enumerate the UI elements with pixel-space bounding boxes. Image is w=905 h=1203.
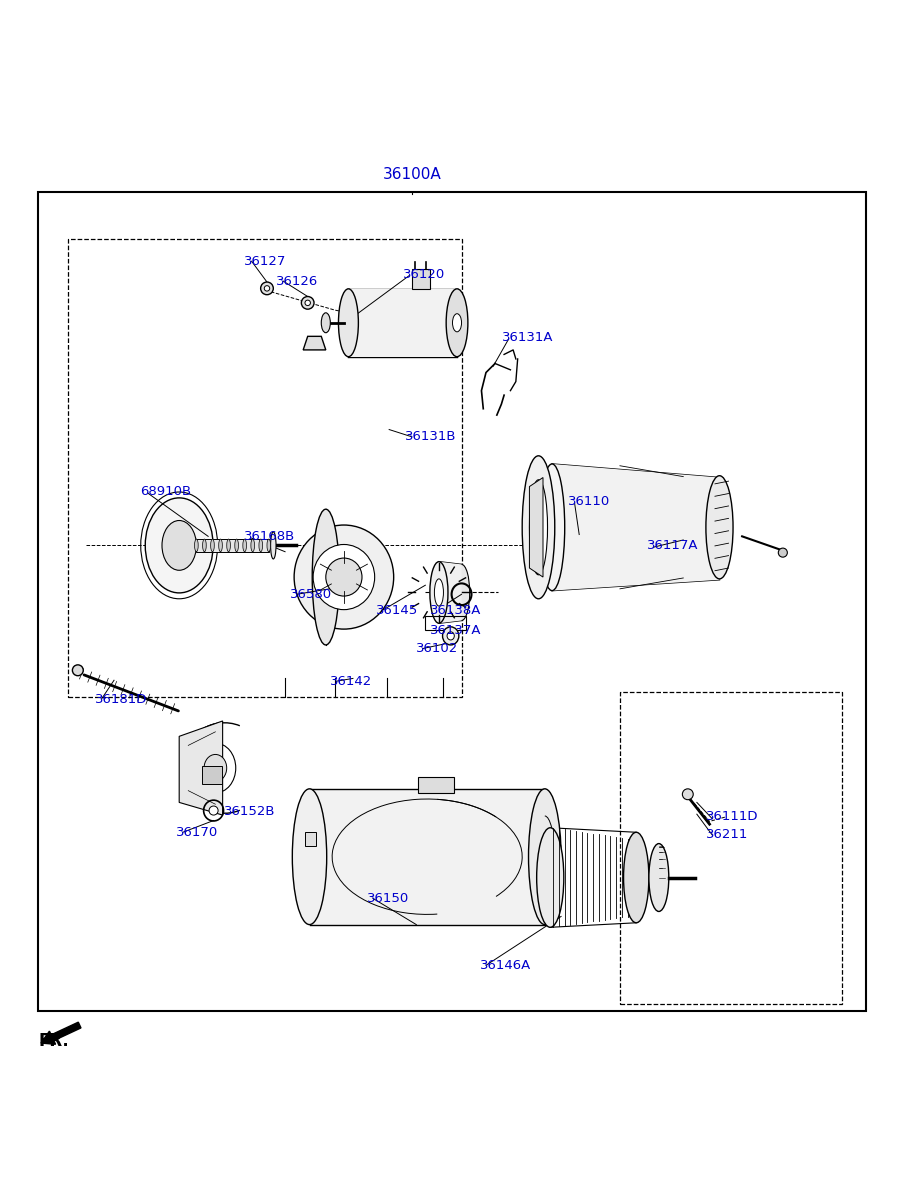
Ellipse shape [203,539,206,552]
Text: 36146A: 36146A [480,959,531,972]
Bar [305,832,316,846]
Ellipse shape [259,539,262,552]
Text: 36127: 36127 [244,255,287,268]
Ellipse shape [706,475,733,579]
Text: 36131A: 36131A [502,331,554,344]
Polygon shape [348,289,457,357]
Ellipse shape [181,723,268,813]
Polygon shape [552,464,719,591]
Ellipse shape [312,509,339,645]
Polygon shape [303,337,326,350]
Ellipse shape [539,464,565,591]
Text: 36131B: 36131B [405,431,457,443]
Text: 68910B: 68910B [140,485,191,498]
Ellipse shape [195,743,235,793]
Ellipse shape [305,300,310,306]
Ellipse shape [434,579,443,606]
Bar [223,721,277,816]
Text: 36138A: 36138A [430,604,481,617]
Ellipse shape [529,480,548,575]
Text: 36150: 36150 [367,891,409,905]
Text: 36117A: 36117A [647,539,699,552]
Ellipse shape [264,285,270,291]
Ellipse shape [267,539,271,552]
Text: 36145: 36145 [376,604,418,617]
Text: 36110: 36110 [568,496,611,509]
Ellipse shape [271,532,276,559]
Text: 36211: 36211 [706,829,748,841]
Ellipse shape [321,313,330,333]
Ellipse shape [301,296,314,309]
Ellipse shape [624,832,649,923]
Ellipse shape [447,632,454,640]
Text: 36170: 36170 [176,825,219,838]
Polygon shape [196,539,269,552]
Text: 36111D: 36111D [706,811,758,823]
Ellipse shape [195,539,198,552]
Ellipse shape [443,627,459,645]
Ellipse shape [529,789,561,925]
FancyArrow shape [41,1023,81,1044]
Ellipse shape [209,806,218,816]
Text: FR.: FR. [38,1032,69,1050]
Ellipse shape [145,498,214,593]
Ellipse shape [453,564,470,621]
Text: 36102: 36102 [416,642,459,656]
Text: 36126: 36126 [276,274,319,288]
Text: 36580: 36580 [290,588,332,600]
Ellipse shape [682,789,693,800]
Ellipse shape [430,562,448,623]
Ellipse shape [227,539,231,552]
Text: 36137A: 36137A [430,624,481,636]
Text: 36168B: 36168B [244,529,296,543]
Ellipse shape [162,521,196,570]
Bar [418,777,454,793]
Polygon shape [412,269,430,289]
Ellipse shape [292,789,327,925]
Bar [68,239,462,697]
Ellipse shape [446,289,468,357]
Ellipse shape [294,525,394,629]
Ellipse shape [313,545,375,610]
Text: 36100A: 36100A [383,166,441,182]
Ellipse shape [204,754,226,782]
Bar [620,692,842,1005]
Text: 36152B: 36152B [224,805,276,818]
Ellipse shape [234,539,238,552]
Ellipse shape [649,843,669,912]
Ellipse shape [537,828,564,928]
Text: 36120: 36120 [403,268,445,282]
Polygon shape [179,721,223,816]
Text: 36181D: 36181D [95,693,148,706]
Bar [425,616,466,630]
Ellipse shape [338,289,358,357]
Polygon shape [529,478,543,577]
Polygon shape [310,789,545,925]
Ellipse shape [778,549,787,557]
Ellipse shape [243,539,246,552]
Text: 36142: 36142 [330,675,373,688]
Ellipse shape [522,456,555,599]
Ellipse shape [219,539,223,552]
Ellipse shape [251,539,254,552]
Ellipse shape [452,314,462,332]
Polygon shape [439,562,462,623]
Bar [202,766,222,784]
Ellipse shape [261,282,273,295]
Ellipse shape [72,665,83,676]
Ellipse shape [211,539,214,552]
Ellipse shape [326,558,362,595]
